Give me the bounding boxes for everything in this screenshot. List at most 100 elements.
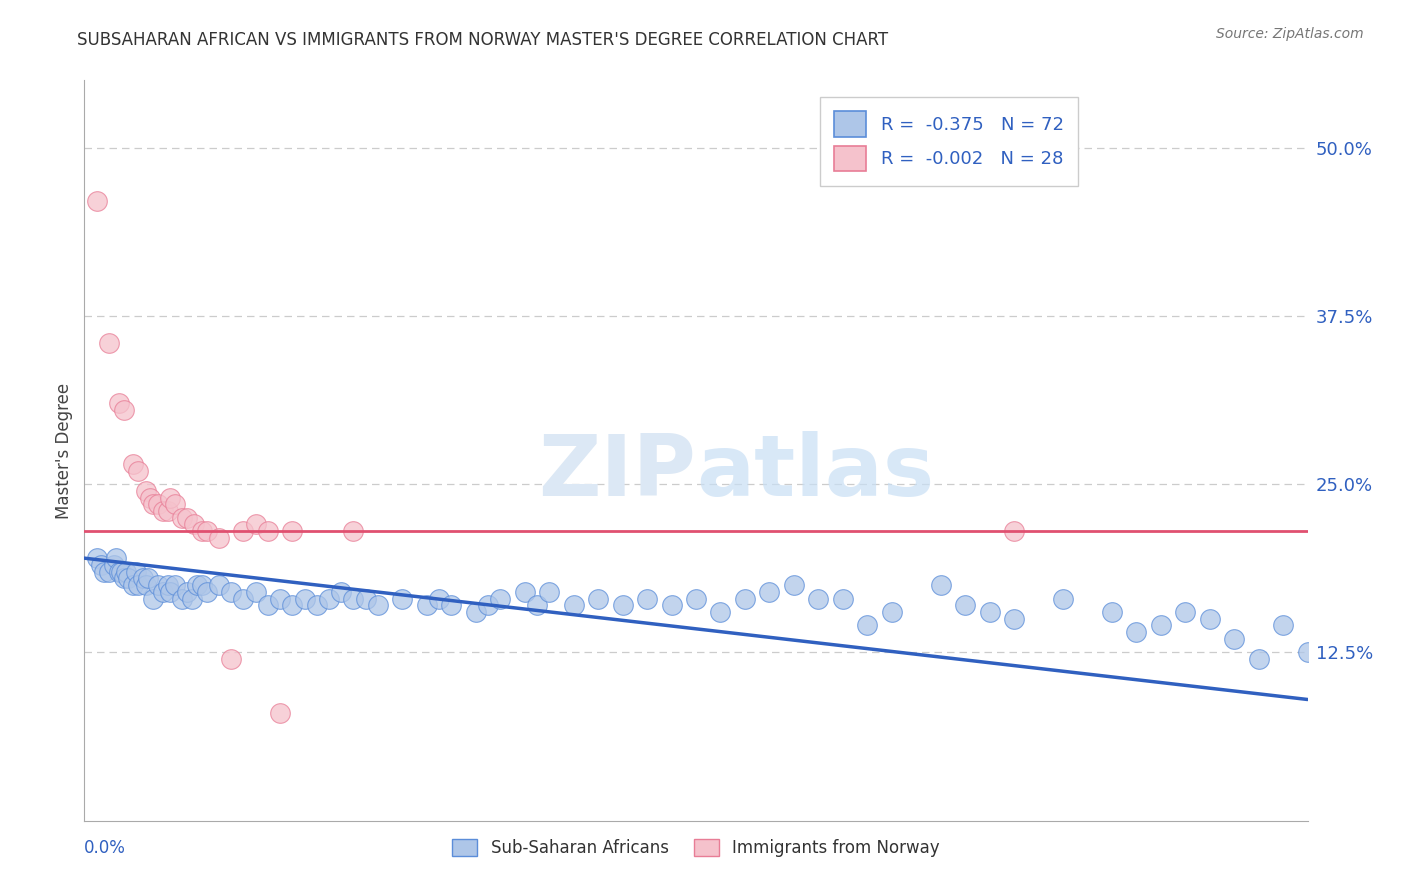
Point — [1223, 632, 1246, 646]
Point — [953, 599, 976, 613]
Text: SUBSAHARAN AFRICAN VS IMMIGRANTS FROM NORWAY MASTER'S DEGREE CORRELATION CHART: SUBSAHARAN AFRICAN VS IMMIGRANTS FROM NO… — [77, 31, 889, 49]
Point — [342, 591, 364, 606]
Point — [105, 551, 128, 566]
Point — [142, 497, 165, 511]
Text: ZIP: ZIP — [538, 431, 696, 514]
Point — [107, 565, 129, 579]
Point — [440, 599, 463, 613]
Point — [191, 578, 214, 592]
Point — [612, 599, 634, 613]
Point — [807, 591, 830, 606]
Point — [245, 584, 267, 599]
Point — [146, 497, 169, 511]
Point — [232, 591, 254, 606]
Point — [330, 584, 353, 599]
Point — [208, 578, 231, 592]
Point — [526, 599, 548, 613]
Point — [195, 524, 218, 539]
Point — [110, 565, 132, 579]
Point — [107, 396, 129, 410]
Point — [661, 599, 683, 613]
Point — [208, 531, 231, 545]
Point — [195, 584, 218, 599]
Point — [156, 578, 179, 592]
Point — [1052, 591, 1074, 606]
Point — [342, 524, 364, 539]
Point — [880, 605, 903, 619]
Point — [90, 558, 112, 572]
Point — [97, 335, 120, 350]
Point — [186, 578, 208, 592]
Point — [163, 497, 186, 511]
Point — [191, 524, 214, 539]
Point — [758, 584, 780, 599]
Point — [831, 591, 853, 606]
Point — [146, 578, 169, 592]
Point — [219, 584, 242, 599]
Point — [856, 618, 879, 632]
Point — [97, 565, 120, 579]
Point — [135, 483, 157, 498]
Point — [127, 464, 149, 478]
Point — [709, 605, 731, 619]
Point — [464, 605, 486, 619]
Point — [281, 599, 304, 613]
Point — [112, 571, 135, 585]
Point — [367, 599, 389, 613]
Point — [562, 599, 585, 613]
Point — [139, 491, 162, 505]
Text: Source: ZipAtlas.com: Source: ZipAtlas.com — [1216, 27, 1364, 41]
Point — [513, 584, 536, 599]
Point — [159, 491, 181, 505]
Point — [125, 565, 148, 579]
Point — [176, 510, 198, 524]
Point — [183, 517, 205, 532]
Point — [156, 504, 179, 518]
Point — [159, 584, 181, 599]
Point — [127, 578, 149, 592]
Point — [294, 591, 316, 606]
Point — [1125, 625, 1147, 640]
Point — [1002, 524, 1025, 539]
Point — [586, 591, 609, 606]
Point — [122, 457, 145, 471]
Point — [93, 565, 115, 579]
Point — [1198, 612, 1220, 626]
Text: 0.0%: 0.0% — [84, 839, 127, 857]
Point — [152, 504, 174, 518]
Point — [391, 591, 413, 606]
Point — [281, 524, 304, 539]
Point — [86, 551, 108, 566]
Point — [163, 578, 186, 592]
Point — [416, 599, 439, 613]
Point — [783, 578, 806, 592]
Point — [1272, 618, 1295, 632]
Point — [979, 605, 1001, 619]
Point — [112, 403, 135, 417]
Point — [117, 571, 139, 585]
Point — [115, 565, 138, 579]
Point — [152, 584, 174, 599]
Y-axis label: Master's Degree: Master's Degree — [55, 383, 73, 518]
Point — [929, 578, 952, 592]
Point — [176, 584, 198, 599]
Point — [219, 652, 242, 666]
Point — [122, 578, 145, 592]
Point — [269, 706, 291, 720]
Point — [1150, 618, 1173, 632]
Point — [142, 591, 165, 606]
Point — [1002, 612, 1025, 626]
Point — [103, 558, 125, 572]
Point — [477, 599, 499, 613]
Point — [1101, 605, 1123, 619]
Point — [734, 591, 756, 606]
Point — [427, 591, 450, 606]
Point — [1247, 652, 1270, 666]
Point — [636, 591, 658, 606]
Point — [132, 571, 155, 585]
Point — [172, 591, 194, 606]
Point — [136, 571, 159, 585]
Point — [1174, 605, 1197, 619]
Point — [181, 591, 204, 606]
Point — [135, 578, 157, 592]
